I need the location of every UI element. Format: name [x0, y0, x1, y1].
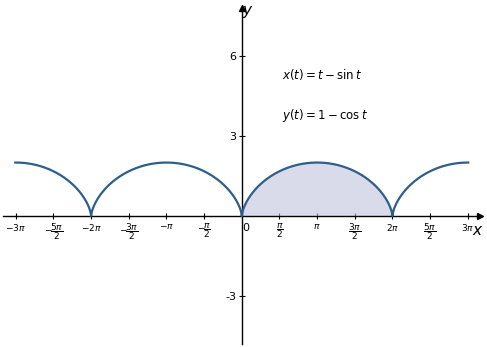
Text: $0$: $0$: [242, 221, 250, 233]
Text: $y$: $y$: [242, 3, 254, 19]
Text: $x(t) = t - \mathrm{sin}\,t$: $x(t) = t - \mathrm{sin}\,t$: [282, 67, 362, 83]
Text: $y(t) = 1 - \mathrm{cos}\,t$: $y(t) = 1 - \mathrm{cos}\,t$: [282, 107, 368, 124]
Text: $x$: $x$: [472, 223, 484, 238]
